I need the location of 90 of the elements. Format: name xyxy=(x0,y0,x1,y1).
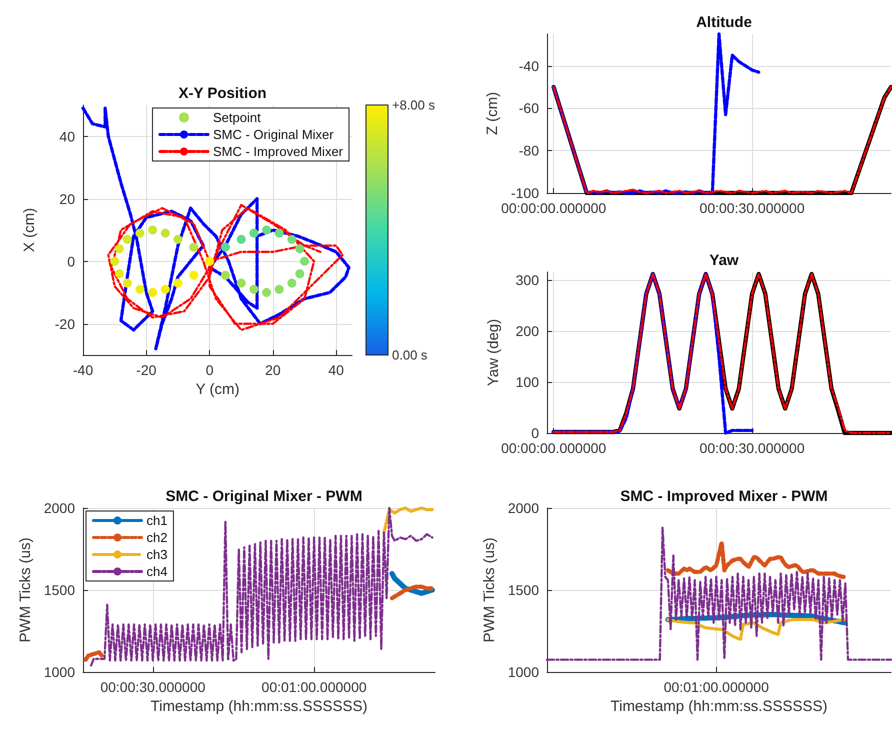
y-tick-label: 0 xyxy=(67,253,76,270)
point xyxy=(160,284,170,294)
point xyxy=(173,278,182,288)
y-axis-title: Z (cm) xyxy=(484,92,502,136)
y-tick-label: -80 xyxy=(518,142,540,159)
point xyxy=(220,242,230,252)
x-tick-label: 20 xyxy=(265,362,281,378)
point xyxy=(220,270,230,280)
y-axis-title: PWM Ticks (us) xyxy=(16,538,34,642)
point xyxy=(236,278,246,288)
y-tick-label: -60 xyxy=(518,100,540,116)
y-tick-label: 1000 xyxy=(508,664,540,680)
chart-title: Yaw xyxy=(709,252,739,269)
point xyxy=(295,244,304,254)
point xyxy=(148,288,158,297)
point xyxy=(160,228,170,238)
point xyxy=(300,256,310,266)
color-bar-label: 0.00 s xyxy=(392,348,428,362)
point xyxy=(295,269,304,278)
legend-label: Setpoint xyxy=(212,110,262,125)
x-tick-label: 00:01:00.000000 xyxy=(664,679,770,695)
point xyxy=(249,284,258,294)
point xyxy=(122,234,132,244)
legend-label: ch2 xyxy=(146,530,168,545)
legend-label: SMC - Original Mixer xyxy=(212,127,334,142)
color-bar-label: +8.00 s xyxy=(392,98,436,112)
y-tick-label: 100 xyxy=(516,374,540,390)
x-tick-label: 00:00:00.000000 xyxy=(501,440,606,456)
legend-label: ch4 xyxy=(146,564,168,579)
line-series xyxy=(666,540,848,579)
line-series xyxy=(552,272,754,435)
y-tick-label: 1500 xyxy=(508,582,540,598)
line-series xyxy=(90,506,434,667)
point xyxy=(135,228,144,238)
x-tick-label: 40 xyxy=(328,362,344,378)
x-tick-label: 00:00:30.000000 xyxy=(100,679,206,695)
line-series xyxy=(107,204,344,332)
y-tick-label: 2000 xyxy=(44,500,76,516)
y-axis-title: PWM Ticks (us) xyxy=(480,538,498,642)
point xyxy=(135,284,144,294)
y-tick-label: 0 xyxy=(531,425,540,441)
point xyxy=(122,278,132,288)
x-tick-label: -20 xyxy=(136,362,157,378)
point xyxy=(114,269,124,278)
point xyxy=(274,228,284,238)
legend-label: ch1 xyxy=(146,513,168,528)
point xyxy=(287,234,296,244)
point xyxy=(189,242,198,252)
y-tick-label: -40 xyxy=(518,58,540,74)
point xyxy=(148,226,158,234)
chart-title: SMC - Original Mixer - PWM xyxy=(166,488,362,505)
x-tick-label: 00:00:30.000000 xyxy=(700,440,805,456)
x-axis-title: Timestamp (hh:mm:ss.SSSSSS) xyxy=(150,698,368,715)
x-axis-title: Y (cm) xyxy=(196,380,240,398)
point xyxy=(236,234,246,244)
point xyxy=(110,256,120,266)
y-tick-label: -100 xyxy=(510,185,540,201)
legend-label: ch3 xyxy=(146,547,168,562)
y-tick-label: 200 xyxy=(516,323,540,340)
point xyxy=(274,284,284,294)
point xyxy=(287,278,296,288)
x-tick-label: 00:01:00.000000 xyxy=(262,679,367,695)
point xyxy=(189,270,198,280)
line-series xyxy=(382,506,434,534)
point xyxy=(114,244,124,254)
point xyxy=(249,228,258,238)
y-axis-title: Yaw (deg) xyxy=(485,318,502,386)
y-tick-label: 40 xyxy=(59,128,76,144)
y-tick-label: 2000 xyxy=(508,500,540,516)
line-series xyxy=(81,106,350,350)
line-series xyxy=(552,32,760,195)
chart-title: SMC - Improved Mixer - PWM xyxy=(620,488,828,505)
x-tick-label: 0 xyxy=(206,362,214,378)
y-tick-label: 1000 xyxy=(44,664,76,680)
line-series xyxy=(546,526,892,661)
point xyxy=(173,234,182,244)
y-tick-label: -20 xyxy=(54,316,76,332)
point xyxy=(262,226,272,234)
line-series xyxy=(666,618,847,641)
y-tick-label: 300 xyxy=(516,272,540,288)
x-tick-label: 00:00:30.000000 xyxy=(700,200,805,216)
chart-title: X-Y Position xyxy=(178,85,267,102)
y-tick-label: 1500 xyxy=(44,582,76,598)
x-axis-title: Timestamp (hh:mm:ss.SSSSSS) xyxy=(610,698,828,715)
legend-label: SMC - Improved Mixer xyxy=(212,144,344,159)
y-axis-title: X (cm) xyxy=(21,208,38,252)
point xyxy=(262,288,272,297)
x-tick-label: -40 xyxy=(72,362,94,378)
x-tick-label: 00:00:00.000000 xyxy=(501,200,606,216)
chart-title: Altitude xyxy=(696,14,752,31)
